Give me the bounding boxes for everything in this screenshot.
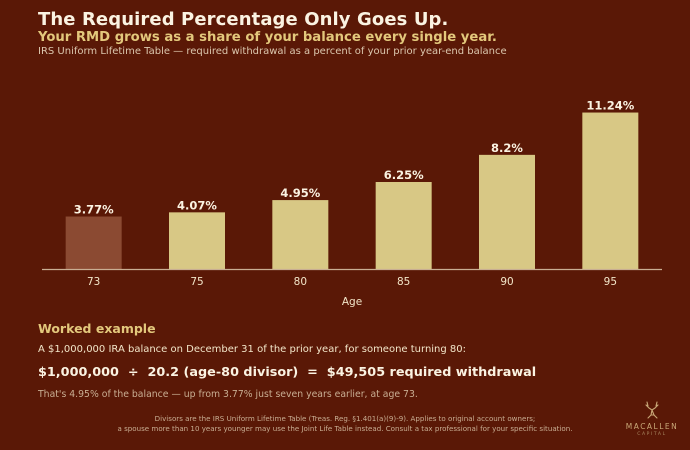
example-formula: $1,000,000 ÷ 20.2 (age-80 divisor) = $49… bbox=[38, 365, 536, 380]
footnote: Divisors are the IRS Uniform Lifetime Ta… bbox=[0, 414, 690, 434]
bar-value-label: 11.24% bbox=[586, 99, 634, 113]
bar-value-label: 4.95% bbox=[280, 186, 320, 200]
rmd-bar-chart: 3.77% 73 4.07% 75 4.95% 80 6.25% 85 8.2% 90 11.24%… bbox=[42, 99, 662, 308]
x-axis-label: Age bbox=[342, 296, 362, 308]
footnote-line-2: a spouse more than 10 years younger may … bbox=[117, 424, 573, 433]
x-tick-label: 80 bbox=[294, 276, 307, 288]
example-note: That's 4.95% of the balance — up from 3.… bbox=[38, 389, 418, 400]
logo-subtitle: CAPITAL bbox=[637, 432, 667, 437]
brand-logo: MACALLEN CAPITAL bbox=[618, 400, 686, 437]
page-title: The Required Percentage Only Goes Up. bbox=[38, 9, 449, 30]
stag-icon bbox=[645, 401, 659, 419]
example-intro: A $1,000,000 IRA balance on December 31 … bbox=[38, 344, 467, 355]
x-tick-label: 95 bbox=[604, 276, 617, 288]
logo-name: MACALLEN bbox=[625, 422, 679, 431]
bar-age-85 bbox=[375, 182, 432, 269]
footnote-line-1: Divisors are the IRS Uniform Lifetime Ta… bbox=[154, 414, 536, 423]
bar-age-95 bbox=[582, 112, 639, 269]
page-subtitle: Your RMD grows as a share of your balanc… bbox=[38, 30, 497, 45]
x-tick-label: 85 bbox=[397, 276, 410, 288]
bar-value-label: 3.77% bbox=[74, 203, 114, 217]
bar-age-90 bbox=[479, 154, 535, 269]
bar-value-label: 4.07% bbox=[177, 198, 217, 212]
x-tick-label: 73 bbox=[87, 276, 100, 288]
bar-value-label: 6.25% bbox=[384, 168, 424, 182]
x-tick-label: 90 bbox=[500, 276, 513, 288]
bar-age-73 bbox=[65, 216, 122, 269]
example-heading: Worked example bbox=[38, 321, 156, 336]
bar-age-80 bbox=[272, 200, 329, 269]
bar-value-label: 8.2% bbox=[491, 141, 523, 155]
bar-age-75 bbox=[169, 212, 225, 269]
example-formula-text: $1,000,000 ÷ 20.2 (age-80 divisor) = $49… bbox=[38, 365, 537, 380]
chart-description: IRS Uniform Lifetime Table — required wi… bbox=[38, 46, 507, 57]
x-tick-label: 75 bbox=[190, 276, 203, 288]
